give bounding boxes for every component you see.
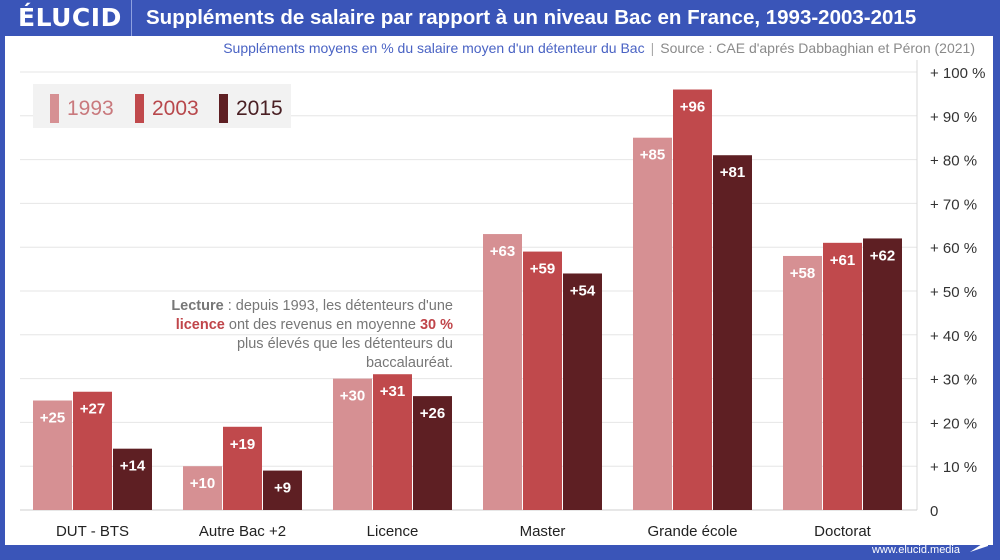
y-tick-label: + 30 % (930, 372, 977, 389)
subtitle-source: Source : CAE d'aprés Dabbaghian et Péron… (660, 40, 975, 56)
data-label: +25 (40, 410, 65, 427)
note-highlight-percent: 30 % (419, 317, 453, 333)
legend-swatch-2015 (219, 94, 228, 123)
data-label: +96 (680, 99, 705, 116)
bar-1993 (483, 234, 522, 510)
x-tick-label: Doctorat (814, 523, 872, 540)
y-tick-label: + 80 % (930, 153, 977, 170)
subtitle-main: Suppléments moyens en % du salaire moyen… (223, 40, 645, 56)
y-tick-label: + 60 % (930, 240, 977, 257)
y-tick-label: + 100 % (930, 65, 985, 82)
legend-item-2003: 2003 (135, 94, 199, 123)
legend-swatch-2003 (135, 94, 144, 123)
legend: 1993 2003 2015 (33, 84, 291, 128)
bar-1993 (33, 400, 72, 510)
legend-label-2003: 2003 (152, 96, 199, 120)
elucid-logo: ÉLUCID (18, 3, 122, 32)
y-tick-label: + 90 % (930, 109, 977, 126)
bar-2003 (823, 242, 862, 510)
note-part2: ont des revenus en moyenne (224, 317, 420, 333)
chart-title: Suppléments de salaire par rapport à un … (146, 6, 917, 29)
data-label: +9 (274, 480, 291, 497)
data-label: +54 (570, 282, 596, 299)
legend-label-2015: 2015 (236, 96, 283, 120)
data-label: +62 (870, 247, 895, 264)
header-bar: ÉLUCID Suppléments de salaire par rappor… (0, 0, 1000, 36)
bar-1993 (633, 137, 672, 510)
y-tick-label: + 20 % (930, 415, 977, 432)
bar-2003 (523, 251, 562, 510)
data-label: +61 (830, 252, 855, 269)
footer-url: www.elucid.media (871, 544, 960, 556)
bar-2015 (113, 448, 152, 510)
data-label: +58 (790, 265, 815, 282)
elucid-mark-icon (970, 540, 988, 552)
bar-2003 (373, 374, 412, 510)
y-tick-label: + 50 % (930, 284, 977, 301)
data-label: +59 (530, 261, 555, 278)
data-label: +30 (340, 388, 365, 405)
y-tick-label: + 70 % (930, 196, 977, 213)
data-label: +85 (640, 147, 665, 164)
legend-swatch-1993 (50, 94, 59, 123)
reading-note: Lecture : depuis 1993, les détenteurs d'… (170, 297, 453, 373)
note-part3: plus élevés que les détenteurs du baccal… (236, 336, 453, 371)
data-label: +10 (190, 475, 215, 492)
bar-2015 (713, 155, 752, 510)
bar-1993 (333, 378, 372, 510)
x-tick-label: Licence (367, 523, 419, 540)
x-tick-label: Autre Bac +2 (199, 523, 286, 540)
data-label: +19 (230, 436, 255, 453)
note-highlight-licence: licence (175, 317, 225, 333)
logo-divider (131, 0, 132, 36)
data-label: +31 (380, 383, 405, 400)
bar-2003 (73, 391, 112, 510)
bar-1993 (183, 466, 222, 510)
data-label: +81 (720, 164, 745, 181)
data-label: +14 (120, 458, 146, 475)
data-label: +27 (80, 401, 105, 418)
subtitle-separator: | (650, 40, 655, 56)
x-tick-label: Master (520, 523, 566, 540)
bar-2015 (863, 238, 902, 510)
legend-label-1993: 1993 (67, 96, 114, 120)
note-part1: : depuis 1993, les détenteurs d'une (223, 298, 453, 314)
bar-2015 (563, 273, 602, 510)
data-label: +63 (490, 243, 515, 260)
bar-2003 (223, 426, 262, 510)
x-tick-label: Grande école (647, 523, 737, 540)
data-label: +26 (420, 405, 445, 422)
note-lead: Lecture (171, 298, 224, 314)
legend-item-1993: 1993 (50, 94, 114, 123)
y-tick-label: + 10 % (930, 459, 977, 476)
bar-2015 (413, 396, 452, 510)
bar-2003 (673, 89, 712, 511)
y-tick-label: + 40 % (930, 328, 977, 345)
bar-2015 (263, 470, 302, 510)
chart-subtitle: Suppléments moyens en % du salaire moyen… (223, 40, 975, 56)
x-tick-label: DUT - BTS (56, 523, 129, 540)
y-tick-label: 0 (930, 503, 938, 520)
legend-item-2015: 2015 (219, 94, 283, 123)
bar-1993 (783, 255, 822, 510)
